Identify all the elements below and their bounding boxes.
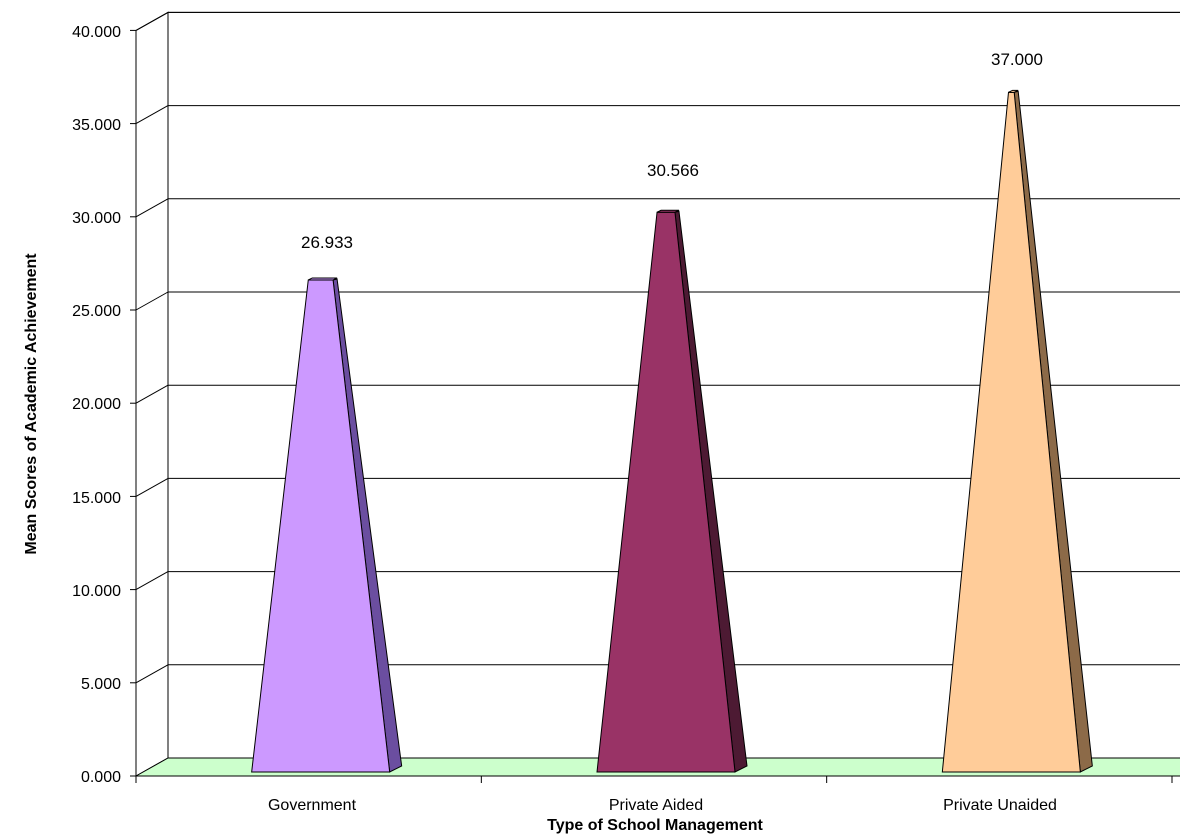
y-tick-label: 15.000 [72,490,121,507]
y-tick-label: 40.000 [72,24,121,41]
gridline-side [135,291,169,311]
y-axis-ticks: 0.000 5.000 10.000 15.000 20.000 25.000 … [72,24,121,786]
gridline-side [135,198,169,218]
data-label-private-unaided: 37.000 [991,50,1043,69]
bar-private-unaided [941,89,1093,773]
y-tick-label: 35.000 [72,117,121,134]
y-tick-label: 30.000 [72,210,121,227]
x-axis-categories: Government Private Aided Private Unaided [268,797,1057,814]
bar-private-aided [596,209,748,773]
x-category-label: Private Aided [609,797,703,814]
y-tick-label: 0.000 [81,769,121,786]
x-axis-title: Type of School Management [547,817,763,834]
gridline-side [135,384,169,404]
bar-top-cap [308,277,338,281]
gridline-side [135,571,169,591]
gridline-side [135,105,169,125]
bar-top-cap [656,209,680,213]
bar-top-cap [1008,89,1019,93]
y-tick-label: 20.000 [72,396,121,413]
data-labels: 26.933 30.566 37.000 [301,50,1043,252]
x-category-label: Private Unaided [943,797,1057,814]
bar-government [251,277,403,773]
y-tick-label: 25.000 [72,303,121,320]
y-tick-label: 5.000 [81,676,121,693]
x-category-label: Government [268,797,357,814]
gridline-side [135,664,169,684]
gridline-side [135,477,169,497]
data-label-private-aided: 30.566 [647,161,699,180]
data-label-government: 26.933 [301,233,353,252]
y-tick-label: 10.000 [72,583,121,600]
bars [251,89,1093,773]
gridline-side [135,11,169,31]
y-axis-title: Mean Scores of Academic Achievement [23,253,40,555]
